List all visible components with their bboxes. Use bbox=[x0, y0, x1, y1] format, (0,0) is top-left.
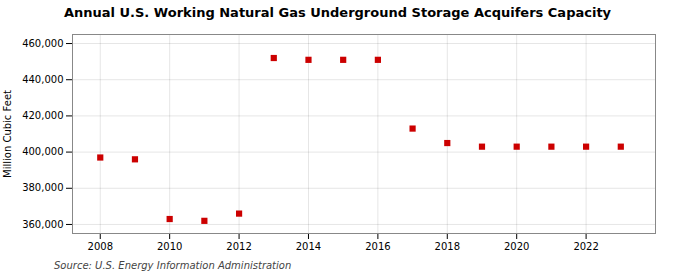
svg-text:420,000: 420,000 bbox=[22, 110, 63, 121]
svg-text:440,000: 440,000 bbox=[22, 74, 63, 85]
svg-text:2020: 2020 bbox=[504, 241, 529, 252]
svg-text:2018: 2018 bbox=[435, 241, 460, 252]
svg-text:2008: 2008 bbox=[88, 241, 113, 252]
svg-text:400,000: 400,000 bbox=[22, 146, 63, 157]
svg-text:460,000: 460,000 bbox=[22, 38, 63, 49]
svg-text:Million Cubic Feet: Million Cubic Feet bbox=[2, 90, 13, 178]
svg-text:2010: 2010 bbox=[157, 241, 182, 252]
svg-text:360,000: 360,000 bbox=[22, 219, 63, 230]
svg-text:2016: 2016 bbox=[365, 241, 390, 252]
svg-text:2012: 2012 bbox=[226, 241, 251, 252]
svg-text:2022: 2022 bbox=[573, 241, 598, 252]
svg-text:2014: 2014 bbox=[296, 241, 321, 252]
html-text:Source: U.S. Energy Informatio: Source: U.S. Energy Information Administ… bbox=[54, 260, 292, 271]
html-text:Annual U.S. Working Natural Ga: Annual U.S. Working Natural Gas Undergro… bbox=[63, 5, 612, 20]
svg-text:380,000: 380,000 bbox=[22, 182, 63, 193]
